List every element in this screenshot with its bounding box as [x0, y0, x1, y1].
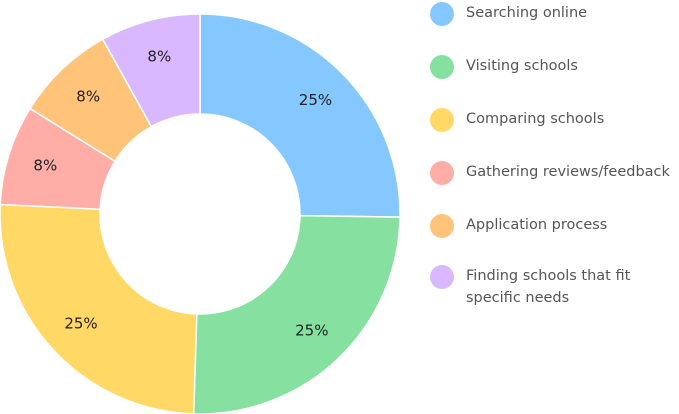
legend-swatch	[430, 265, 454, 289]
legend-swatch	[430, 55, 454, 79]
legend-item: Gathering reviews/feedback	[430, 161, 679, 185]
value-label: 8%	[33, 156, 57, 174]
legend-label: Comparing schools	[466, 111, 605, 127]
slice	[199, 13, 401, 218]
legend-label: Searching online	[466, 5, 588, 21]
legend-swatch	[430, 108, 454, 132]
legend-swatch	[430, 214, 454, 238]
value-label: 8%	[76, 87, 100, 105]
legend-item: Application process	[430, 214, 679, 238]
value-label: 25%	[299, 91, 332, 109]
legend-item: Searching online	[430, 2, 679, 26]
legend-label: Gathering reviews/feedback	[466, 164, 670, 180]
legend-item: Finding schools that fit specific needs	[430, 265, 679, 309]
legend-item: Visiting schools	[430, 55, 679, 79]
legend-label: Visiting schools	[466, 58, 578, 74]
legend-label: Application process	[466, 217, 608, 233]
legend-swatch	[430, 2, 454, 26]
legend-label: Finding schools that fit specific needs	[466, 268, 631, 306]
slice	[101, 13, 201, 128]
chart: 25% 25% 25% 8% 8% 8%	[0, 13, 401, 414]
slice	[0, 203, 198, 414]
value-label: 25%	[64, 314, 97, 332]
legend-swatch	[430, 161, 454, 185]
value-label: 8%	[147, 48, 171, 66]
value-label: 25%	[295, 322, 328, 340]
slice	[192, 214, 401, 414]
legend-item: Comparing schools	[430, 108, 679, 132]
